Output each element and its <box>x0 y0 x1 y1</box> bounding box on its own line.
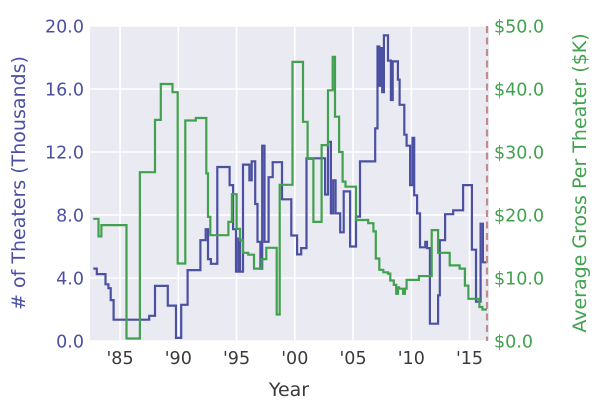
x-axis-tick-label: '95 <box>223 349 250 369</box>
avg-gross-per-theater-k-line <box>93 55 487 340</box>
right-axis-tick-label: $30.0 <box>494 144 544 164</box>
x-axis-tick-label: '05 <box>340 349 367 369</box>
x-axis-tick-label: '15 <box>456 349 483 369</box>
left-axis-tick-label: 20.0 <box>45 18 84 38</box>
left-axis-tick-label: 8.0 <box>56 207 84 227</box>
right-axis-tick-label: $10.0 <box>494 270 544 290</box>
left-axis-tick-label: 0.0 <box>56 333 84 353</box>
right-axis-title: Average Gross Per Theater ($K) <box>569 33 591 333</box>
x-axis-title: Year <box>268 379 310 401</box>
x-axis-tick-label: '00 <box>281 349 308 369</box>
left-axis-tick-label: 4.0 <box>56 270 84 290</box>
right-axis-tick-label: $50.0 <box>494 18 544 38</box>
left-axis-tick-label: 12.0 <box>45 144 84 164</box>
x-axis-tick-label: '85 <box>107 349 134 369</box>
right-axis-tick-label: $20.0 <box>494 207 544 227</box>
left-axis-title: # of Theaters (Thousands) <box>8 56 30 310</box>
x-axis-tick-label: '10 <box>398 349 425 369</box>
left-axis-tick-label: 16.0 <box>45 81 84 101</box>
plot-area <box>90 26 489 341</box>
x-axis-tick-label: '90 <box>165 349 192 369</box>
right-axis-tick-label: $0.0 <box>494 333 533 353</box>
theaters-thousands-line <box>93 34 487 339</box>
right-axis-tick-label: $40.0 <box>494 81 544 101</box>
